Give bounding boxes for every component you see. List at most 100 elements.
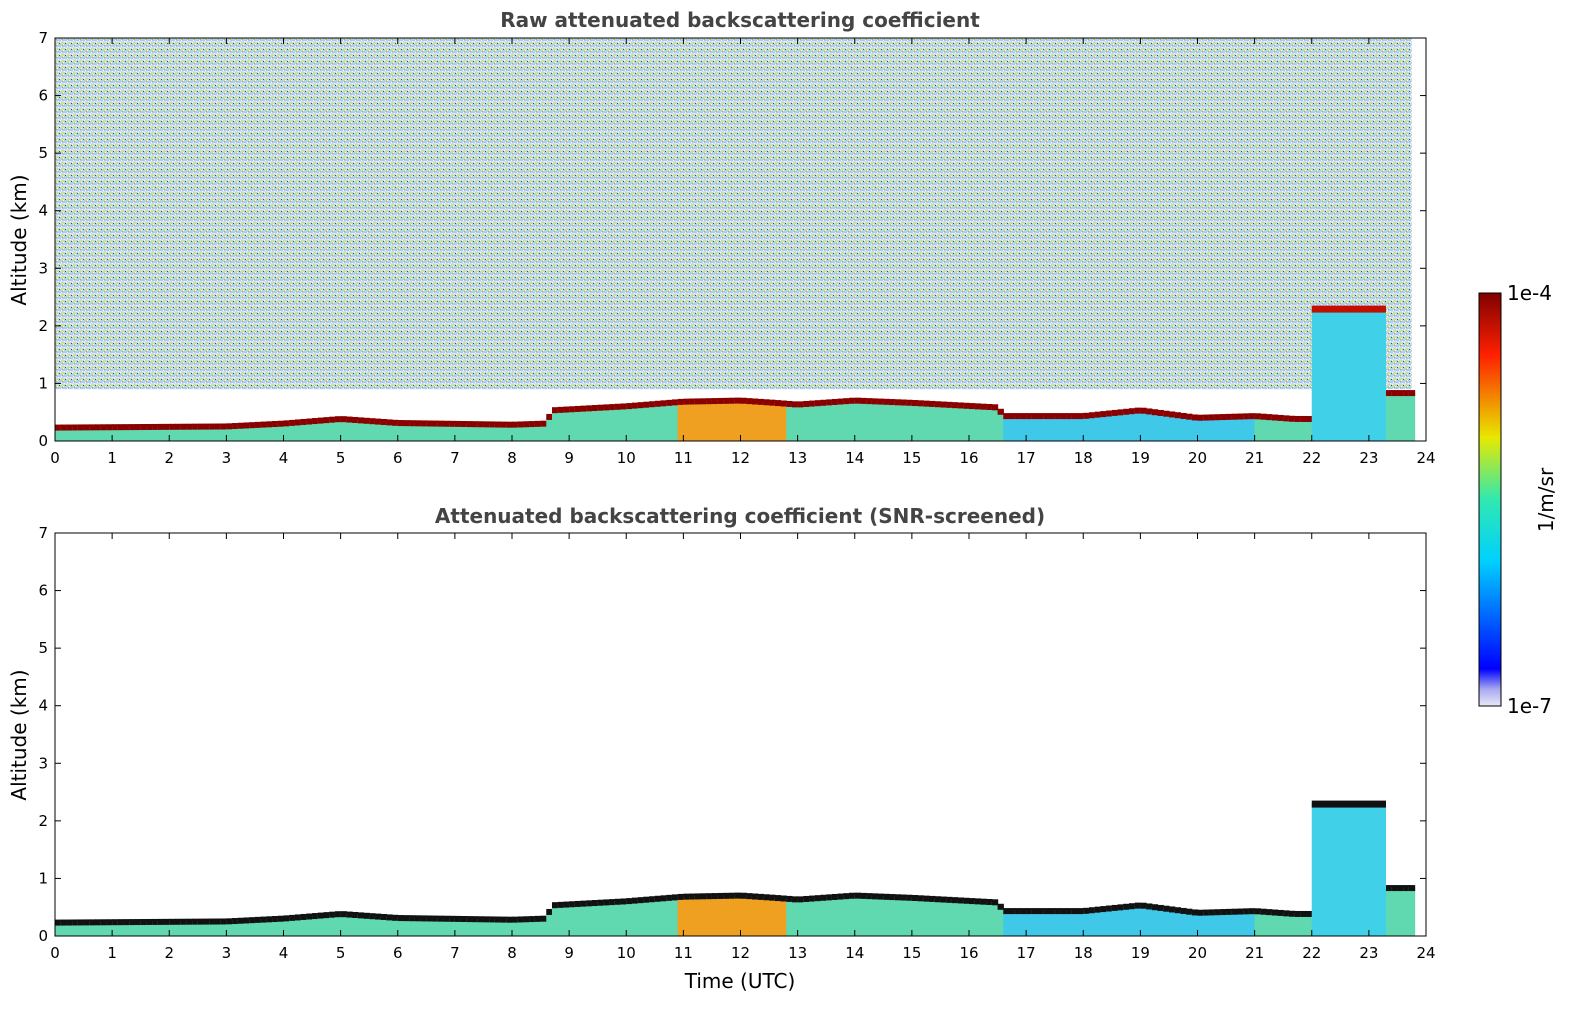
layer-top — [517, 421, 525, 428]
aerosol-column — [1128, 410, 1136, 441]
aerosol-column — [729, 399, 736, 441]
aerosol-column — [963, 899, 970, 936]
layer-top — [791, 896, 799, 903]
x-tick-label: 13 — [788, 944, 807, 962]
aerosol-column — [500, 918, 507, 936]
x-tick-label: 7 — [450, 944, 460, 962]
x-tick-label: 1 — [107, 449, 117, 467]
y-axis: 0 1 2 3 4 5 6 7 — [38, 29, 1426, 450]
aerosol-column — [134, 426, 142, 441]
layer-top — [900, 399, 907, 406]
aerosol-column — [1043, 415, 1050, 441]
aerosol-column — [1180, 414, 1187, 441]
layer-top — [614, 898, 622, 905]
aerosol-column — [1180, 909, 1187, 936]
layer-top — [551, 902, 559, 909]
layer-top — [334, 416, 342, 423]
aerosol-column — [1146, 905, 1153, 936]
layer-top — [1300, 415, 1307, 422]
aerosol-column — [414, 422, 422, 441]
layer-top — [66, 424, 73, 431]
y-tick-label: 4 — [38, 202, 48, 220]
aerosol-column — [1391, 887, 1399, 936]
aerosol-column — [483, 423, 490, 441]
layer-top — [1260, 413, 1267, 420]
layer-top — [392, 419, 399, 426]
aerosol-column — [454, 422, 462, 441]
layer-top — [900, 894, 907, 901]
aerosol-column — [112, 921, 119, 936]
aerosol-column — [192, 425, 199, 441]
aerosol-column — [140, 921, 147, 936]
layer-top — [1043, 908, 1050, 915]
aerosol-column — [460, 917, 467, 936]
layer-top — [563, 901, 570, 908]
aerosol-column — [1283, 417, 1290, 441]
aerosol-column — [1157, 411, 1164, 441]
layer-top — [226, 918, 233, 925]
aerosol-column — [797, 898, 804, 936]
layer-top — [249, 422, 256, 429]
layer-top — [923, 895, 930, 902]
aerosol-column — [837, 400, 844, 441]
layer-top — [1117, 409, 1124, 416]
aerosol-column — [437, 422, 445, 441]
x-tick-label: 24 — [1416, 944, 1435, 962]
layer-top — [871, 398, 879, 405]
aerosol-column — [620, 405, 627, 441]
aerosol-column — [683, 895, 690, 936]
layer-top — [232, 918, 239, 925]
aerosol-column — [386, 421, 393, 441]
aerosol-column — [974, 405, 982, 441]
layer-top — [1151, 904, 1159, 911]
layer-top — [751, 893, 759, 900]
aerosol-column — [426, 917, 433, 936]
colorbar-gradient — [1478, 292, 1502, 707]
aerosol-column — [117, 921, 125, 936]
layer-top — [1134, 902, 1141, 909]
layer-top — [72, 919, 79, 926]
aerosol-column — [77, 426, 85, 441]
layer-top — [540, 420, 547, 427]
layer-top — [106, 424, 113, 431]
layer-top — [569, 901, 576, 908]
aerosol-column — [60, 921, 68, 936]
aerosol-column — [649, 403, 656, 441]
layer-top — [112, 919, 119, 926]
layer-top — [100, 424, 108, 431]
aerosol-column — [317, 914, 325, 936]
aerosol-column — [1066, 910, 1073, 936]
aerosol-column — [277, 422, 285, 441]
aerosol-column — [1271, 416, 1279, 441]
layer-top — [1054, 908, 1061, 915]
aerosol-column — [289, 421, 296, 441]
layer-top — [232, 423, 239, 430]
aerosol-column — [1403, 887, 1410, 936]
aerosol-column — [774, 402, 782, 441]
layer-top — [911, 400, 919, 407]
layer-top — [774, 400, 782, 407]
x-tick-label: 8 — [507, 449, 517, 467]
aerosol-column — [1106, 412, 1113, 441]
colorbar-min-label: 1e-7 — [1507, 694, 1552, 718]
aerosol-column — [1271, 911, 1279, 936]
layer-top — [1237, 413, 1244, 420]
aerosol-column — [237, 919, 245, 936]
layer-top — [951, 897, 959, 904]
layer-top — [603, 404, 610, 411]
aerosol-column — [1060, 910, 1067, 936]
layer-top — [466, 421, 473, 428]
y-axis: 0 1 2 3 4 5 6 7 — [38, 524, 1426, 945]
layer-top — [831, 893, 839, 900]
aerosol-column — [272, 918, 279, 936]
layer-top — [1066, 908, 1073, 915]
layer-top — [1014, 413, 1022, 420]
layer-top — [940, 896, 947, 903]
layer-top — [963, 402, 970, 409]
aerosol-column — [1260, 415, 1267, 441]
aerosol-column — [197, 920, 205, 936]
aerosol-column — [534, 422, 542, 441]
aerosol-column — [1260, 910, 1267, 936]
aerosol-column — [1123, 410, 1130, 441]
layer-top — [1123, 903, 1130, 910]
